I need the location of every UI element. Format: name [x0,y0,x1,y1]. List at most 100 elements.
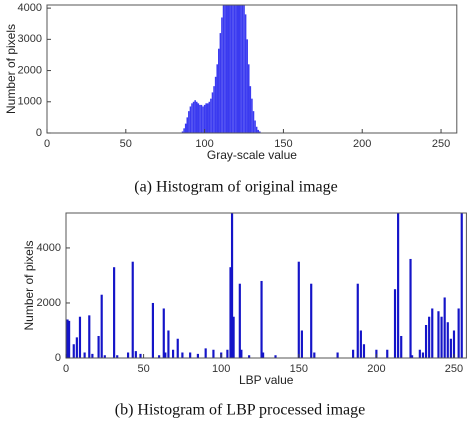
caption: (a) Histogram of original image [134,179,338,196]
x-tick-label: 0 [44,138,50,150]
bar [258,131,261,133]
bar [443,297,446,358]
bar [440,316,443,358]
bar [446,322,449,358]
bar [212,349,215,358]
bar [214,76,217,133]
bar [362,344,366,358]
bar [230,5,233,133]
bar [221,17,223,133]
bar [249,86,252,133]
bar [410,355,414,358]
bar [460,213,463,358]
plot-frame [65,212,467,359]
x-tick-label: 0 [63,363,69,375]
bar [181,352,184,358]
bar [219,33,222,133]
bar [126,352,130,358]
bar [213,86,215,133]
bar [216,64,219,133]
bar [225,5,228,133]
bar [400,335,403,358]
y-tick-label: 2000 [18,64,42,76]
y-axis-label: Number of pixels [4,24,18,114]
bar [176,338,179,358]
bar [83,352,86,358]
bar [229,267,232,358]
bar [171,349,175,358]
bar [210,98,212,133]
bar [437,311,440,358]
bar [297,261,300,358]
y-tick-label: 4000 [18,2,42,14]
bar [103,355,106,358]
bar [431,308,434,358]
bar [359,330,362,358]
bar [252,111,255,133]
bar [203,104,206,133]
bar [97,335,100,358]
bar [274,355,277,358]
x-tick-label: 50 [137,363,149,375]
bar [227,5,230,133]
y-tick-label: 1000 [18,96,42,108]
bar [205,103,207,133]
bar [229,5,231,133]
bar [452,330,456,358]
bar [158,355,161,358]
bar [194,100,196,133]
x-tick-label: 200 [353,138,371,150]
bar [457,308,460,358]
y-axis-label: Number of pixels [22,240,36,330]
bar [397,213,400,358]
bar [197,103,200,133]
y-tick-label: 0 [36,127,42,139]
y-tick-label: 4000 [37,242,61,254]
bar [151,302,154,358]
bar [254,120,256,133]
bar [246,39,248,134]
bar [88,315,91,358]
bar [226,349,229,358]
x-axis-label: LBP value [239,373,294,387]
bar [356,283,359,358]
bar [189,106,192,133]
x-tick-label: 150 [274,138,292,150]
bar [134,351,137,358]
bar [68,320,71,358]
bar [224,5,226,133]
bar [251,98,253,133]
x-tick-label: 100 [212,363,230,375]
bar [100,294,103,358]
caption: (b) Histogram of LBP processed image [115,402,365,419]
bar [233,5,236,133]
bar [449,338,452,358]
x-tick-label: 250 [432,138,450,150]
bar [238,5,241,133]
bar [230,213,234,358]
bar [421,352,425,358]
bar [241,5,244,133]
x-tick-label: 150 [290,363,308,375]
bar [409,258,412,358]
y-tick-label: 0 [55,352,61,364]
bar [139,353,142,358]
bar [428,316,431,358]
bar [199,104,201,133]
bar [235,5,237,133]
bar [247,64,250,133]
bar [232,5,234,133]
x-tick-label: 250 [445,363,463,375]
bar [188,111,190,133]
bar [131,261,134,358]
bar [200,104,203,133]
bar [162,308,165,358]
bar [218,48,220,133]
bar [196,353,200,358]
x-tick-label: 100 [195,138,213,150]
bar [352,349,355,358]
bar [236,5,239,133]
bar [202,106,204,133]
bar [336,352,339,358]
